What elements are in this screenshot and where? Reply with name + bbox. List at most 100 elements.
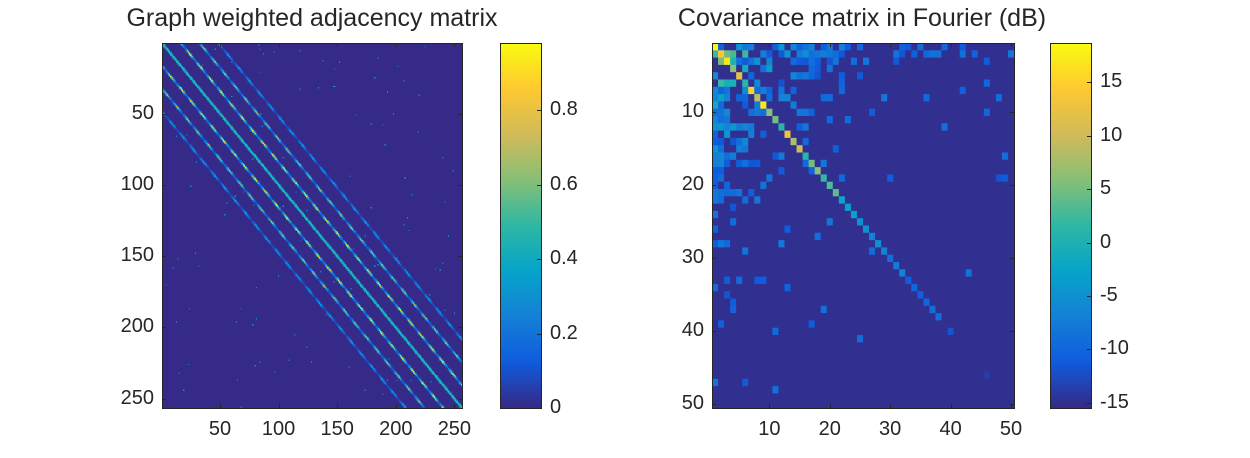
heatmap-cell bbox=[947, 327, 955, 336]
heatmap-cell bbox=[863, 335, 870, 343]
heatmap-cell bbox=[742, 167, 749, 175]
heatmap-cell bbox=[820, 123, 828, 132]
tick-mark bbox=[458, 256, 462, 258]
heatmap-cell bbox=[808, 269, 816, 278]
heatmap-cell bbox=[875, 225, 882, 234]
heatmap-cell bbox=[766, 327, 773, 336]
heatmap-cell bbox=[905, 269, 912, 278]
heatmap-cell bbox=[784, 137, 792, 146]
tick-mark bbox=[458, 113, 462, 115]
heatmap-cell bbox=[730, 349, 737, 358]
heatmap-cell bbox=[826, 181, 834, 190]
heatmap-cell bbox=[977, 181, 985, 190]
heatmap-cell bbox=[899, 254, 906, 263]
tick-mark bbox=[1087, 135, 1091, 137]
heatmap-cell bbox=[863, 342, 870, 351]
heatmap-cell bbox=[718, 174, 725, 183]
heatmap-cell bbox=[826, 378, 834, 387]
heatmap-cell bbox=[941, 137, 949, 146]
heatmap-cell bbox=[760, 137, 767, 146]
heatmap-cell bbox=[754, 305, 761, 314]
heatmap-cell bbox=[971, 116, 979, 124]
heatmap-cell bbox=[869, 57, 876, 66]
heatmap-cell bbox=[730, 123, 737, 132]
heatmap-cell bbox=[935, 130, 943, 139]
heatmap-cell bbox=[869, 335, 876, 343]
heatmap-cell bbox=[766, 225, 773, 234]
heatmap-cell bbox=[724, 108, 731, 117]
heatmap-cell bbox=[730, 181, 737, 190]
heatmap-cell bbox=[724, 342, 731, 351]
tick-mark bbox=[537, 259, 541, 261]
heatmap-cell bbox=[869, 240, 876, 248]
heatmap-cell bbox=[826, 130, 834, 139]
heatmap-cell bbox=[850, 86, 858, 95]
heatmap-cell bbox=[893, 196, 900, 205]
heatmap-cell bbox=[826, 386, 834, 394]
heatmap-cell bbox=[838, 313, 846, 321]
heatmap-cell bbox=[929, 400, 936, 408]
heatmap-cell bbox=[935, 137, 943, 146]
heatmap-cell bbox=[941, 313, 949, 321]
heatmap-cell bbox=[881, 86, 888, 95]
heatmap-cell bbox=[929, 320, 936, 329]
heatmap-cell bbox=[814, 305, 822, 314]
heatmap-cell bbox=[905, 123, 912, 132]
heatmap-cell bbox=[881, 159, 888, 168]
heatmap-cell bbox=[802, 247, 810, 256]
heatmap-cell bbox=[760, 116, 767, 124]
heatmap-cell bbox=[820, 400, 828, 408]
heatmap-cell bbox=[838, 64, 846, 73]
heatmap-cell bbox=[736, 254, 743, 263]
heatmap-cell bbox=[1001, 159, 1009, 168]
heatmap-cell bbox=[796, 137, 804, 146]
heatmap-cell bbox=[911, 378, 918, 387]
heatmap-cell bbox=[869, 50, 876, 59]
heatmap-cell bbox=[989, 116, 997, 124]
heatmap-cell bbox=[724, 218, 731, 226]
heatmap-cell bbox=[947, 364, 955, 372]
heatmap-cell bbox=[977, 269, 985, 278]
heatmap-cell bbox=[977, 247, 985, 256]
heatmap-cell bbox=[959, 313, 967, 321]
heatmap-cell bbox=[730, 167, 737, 175]
heatmap-cell bbox=[844, 130, 852, 139]
heatmap-cell bbox=[1007, 189, 1014, 197]
heatmap-cell bbox=[796, 283, 804, 292]
heatmap-cell bbox=[1001, 232, 1009, 241]
heatmap-cell bbox=[887, 79, 894, 88]
heatmap-cell bbox=[802, 86, 810, 95]
heatmap-cell bbox=[736, 313, 743, 321]
heatmap-cell bbox=[917, 269, 924, 278]
heatmap-cell bbox=[808, 210, 816, 219]
heatmap-cell bbox=[953, 320, 961, 329]
heatmap-cell bbox=[802, 43, 810, 51]
heatmap-cell bbox=[971, 50, 979, 59]
heatmap-cell bbox=[977, 167, 985, 175]
heatmap-cell bbox=[905, 313, 912, 321]
heatmap-cell bbox=[899, 232, 906, 241]
heatmap-cell bbox=[808, 94, 816, 102]
heatmap-cell bbox=[899, 371, 906, 380]
heatmap-cell bbox=[718, 356, 725, 365]
heatmap-cell bbox=[820, 276, 828, 285]
heatmap-cell bbox=[971, 203, 979, 212]
heatmap-cell bbox=[802, 254, 810, 263]
heatmap-cell bbox=[941, 116, 949, 124]
heatmap-cell bbox=[911, 57, 918, 66]
heatmap-cell bbox=[893, 43, 900, 51]
heatmap-cell bbox=[917, 291, 924, 299]
heatmap-cell bbox=[875, 94, 882, 102]
heatmap-cell bbox=[929, 72, 936, 80]
heatmap-cell bbox=[941, 232, 949, 241]
heatmap-cell bbox=[760, 64, 767, 73]
heatmap-cell bbox=[712, 167, 719, 175]
heatmap-cell bbox=[844, 349, 852, 358]
heatmap-cell bbox=[983, 291, 991, 299]
heatmap-cell bbox=[977, 342, 985, 351]
heatmap-cell bbox=[850, 203, 858, 212]
heatmap-cell bbox=[730, 298, 737, 307]
heatmap-cell bbox=[989, 327, 997, 336]
heatmap-cell bbox=[790, 123, 798, 132]
heatmap-cell bbox=[820, 364, 828, 372]
